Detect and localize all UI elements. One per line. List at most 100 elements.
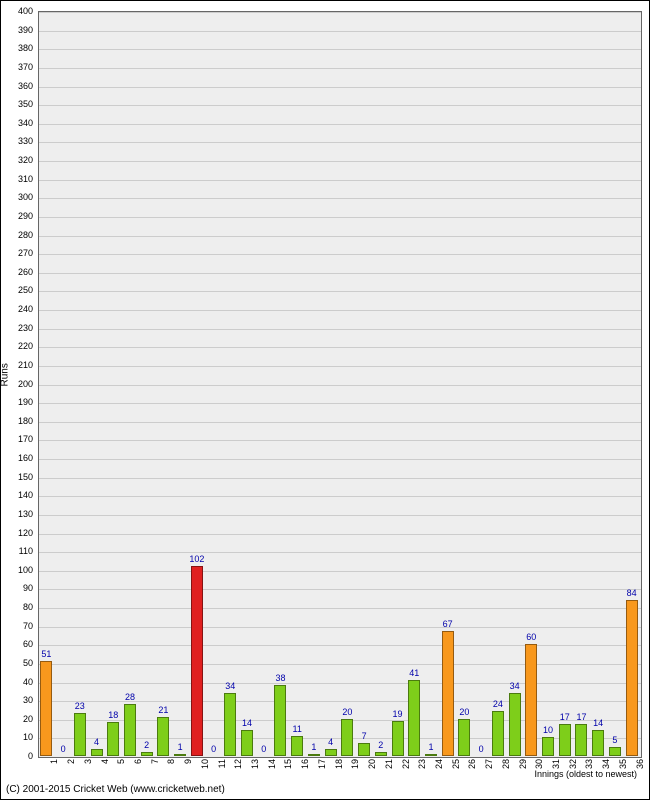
bar-value-label: 0 [211, 744, 216, 754]
gridline [39, 459, 641, 460]
y-tick-label: 0 [28, 751, 33, 761]
y-tick-label: 400 [18, 6, 33, 16]
gridline [39, 310, 641, 311]
x-tick-label: 32 [568, 759, 578, 769]
x-tick-label: 10 [200, 759, 210, 769]
bar [91, 749, 103, 756]
gridline [39, 478, 641, 479]
bar [542, 737, 554, 756]
bar [291, 736, 303, 756]
bar-value-label: 4 [94, 737, 99, 747]
y-axis-label: Runs [0, 363, 11, 386]
y-tick-label: 80 [23, 602, 33, 612]
x-tick-label: 25 [451, 759, 461, 769]
y-tick-label: 360 [18, 81, 33, 91]
gridline [39, 552, 641, 553]
y-tick-label: 310 [18, 174, 33, 184]
gridline [39, 87, 641, 88]
bar-value-label: 5 [612, 735, 617, 745]
bar [308, 754, 320, 756]
y-tick-label: 150 [18, 472, 33, 482]
bar-value-label: 0 [61, 744, 66, 754]
bar [141, 752, 153, 756]
bar-value-label: 7 [362, 731, 367, 741]
x-tick-label: 31 [551, 759, 561, 769]
bar-value-label: 11 [293, 724, 302, 734]
x-tick-label: 22 [401, 759, 411, 769]
y-tick-label: 40 [23, 677, 33, 687]
bar-value-label: 0 [479, 744, 484, 754]
y-tick-label: 130 [18, 509, 33, 519]
bar-value-label: 2 [378, 740, 383, 750]
bar [74, 713, 86, 756]
bar [325, 749, 337, 756]
gridline [39, 347, 641, 348]
x-tick-label: 3 [83, 759, 93, 764]
gridline [39, 49, 641, 50]
x-tick-label: 7 [150, 759, 160, 764]
copyright-text: (C) 2001-2015 Cricket Web (www.cricketwe… [6, 784, 225, 795]
x-tick-label: 20 [367, 759, 377, 769]
x-tick-label: 15 [283, 759, 293, 769]
bar-value-label: 38 [275, 673, 285, 683]
gridline [39, 31, 641, 32]
bar [40, 661, 52, 756]
y-tick-label: 280 [18, 230, 33, 240]
x-tick-label: 12 [233, 759, 243, 769]
bar-value-label: 10 [543, 725, 553, 735]
y-tick-label: 320 [18, 155, 33, 165]
y-tick-label: 210 [18, 360, 33, 370]
bar [392, 721, 404, 756]
gridline [39, 198, 641, 199]
x-tick-label: 28 [501, 759, 511, 769]
bar [157, 717, 169, 756]
x-tick-label: 36 [635, 759, 645, 769]
y-tick-label: 240 [18, 304, 33, 314]
bar [442, 631, 454, 756]
bar-value-label: 0 [261, 744, 266, 754]
bar [241, 730, 253, 756]
x-tick-label: 21 [384, 759, 394, 769]
y-tick-label: 70 [23, 621, 33, 631]
gridline [39, 534, 641, 535]
gridline [39, 608, 641, 609]
gridline [39, 329, 641, 330]
y-tick-label: 230 [18, 323, 33, 333]
bar-value-label: 28 [125, 692, 135, 702]
y-tick-label: 30 [23, 695, 33, 705]
y-tick-label: 220 [18, 341, 33, 351]
bar-value-label: 102 [189, 554, 204, 564]
y-tick-label: 10 [23, 732, 33, 742]
gridline [39, 236, 641, 237]
x-tick-label: 8 [166, 759, 176, 764]
y-tick-label: 350 [18, 99, 33, 109]
y-tick-label: 380 [18, 43, 33, 53]
y-tick-label: 250 [18, 285, 33, 295]
bar-value-label: 20 [459, 707, 469, 717]
bar-value-label: 23 [75, 701, 85, 711]
gridline [39, 291, 641, 292]
bar-value-label: 1 [428, 742, 433, 752]
gridline [39, 571, 641, 572]
bar [626, 600, 638, 756]
bar-value-label: 60 [526, 632, 536, 642]
y-tick-label: 160 [18, 453, 33, 463]
x-tick-label: 19 [350, 759, 360, 769]
bar [191, 566, 203, 756]
bar [274, 685, 286, 756]
y-tick-label: 180 [18, 416, 33, 426]
bar [525, 644, 537, 756]
x-tick-label: 27 [484, 759, 494, 769]
chart-container: Runs Innings (oldest to newest) (C) 2001… [0, 0, 650, 800]
gridline [39, 627, 641, 628]
gridline [39, 217, 641, 218]
y-tick-label: 270 [18, 248, 33, 258]
y-tick-label: 110 [19, 546, 33, 556]
gridline [39, 273, 641, 274]
bar-value-label: 84 [627, 588, 637, 598]
bar [408, 680, 420, 756]
x-axis-label: Innings (oldest to newest) [534, 769, 637, 779]
x-tick-label: 29 [518, 759, 528, 769]
y-tick-label: 390 [18, 25, 33, 35]
x-tick-label: 4 [100, 759, 110, 764]
